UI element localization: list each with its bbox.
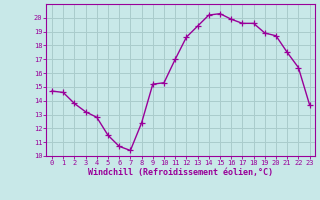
X-axis label: Windchill (Refroidissement éolien,°C): Windchill (Refroidissement éolien,°C) [88,168,273,177]
